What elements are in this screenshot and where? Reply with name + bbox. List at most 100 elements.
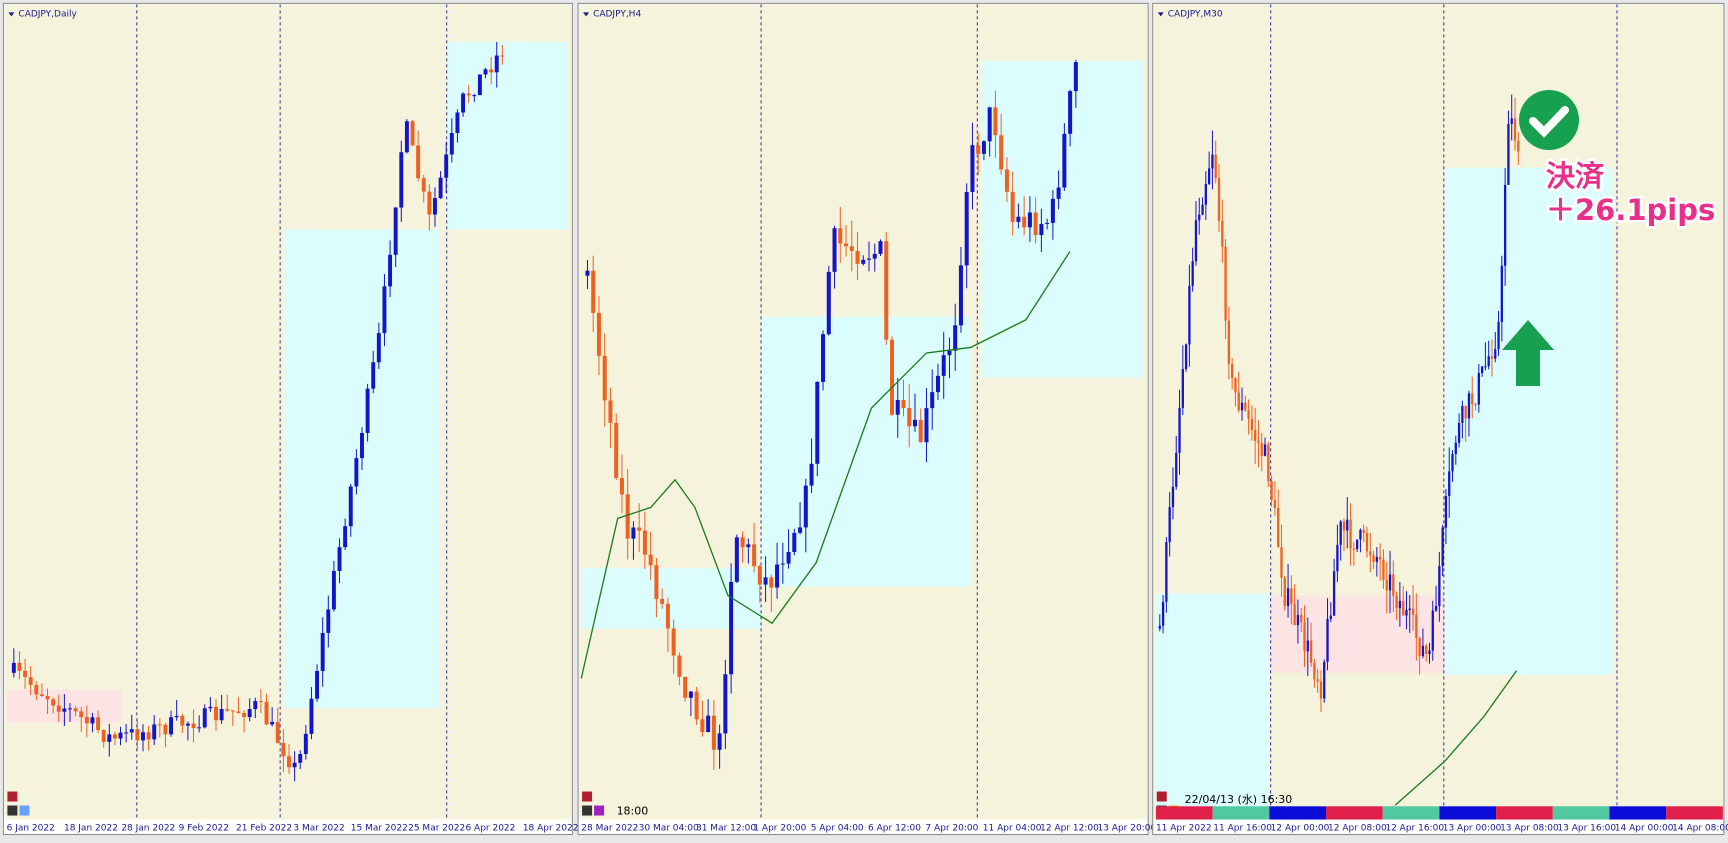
candle-body [1448,471,1451,496]
candle [792,528,797,556]
candle-body [1022,216,1027,228]
candle-body [354,458,359,487]
x-axis-label: 31 Mar 12:00 [696,824,756,834]
candle [1339,519,1342,561]
x-axis-label: 6 Jan 2022 [7,824,55,834]
candle [815,381,820,477]
candle-body [1267,444,1270,482]
candle-body [1260,442,1263,456]
candle [1068,89,1073,147]
candle-body [792,532,797,553]
candle [1503,168,1507,286]
candle [1441,524,1444,577]
candle-body [202,708,207,728]
candle-body [1411,608,1415,615]
candle-body [665,603,670,629]
candle [1405,591,1408,630]
candle [315,664,320,702]
candle [591,255,596,332]
candle [671,619,676,674]
candle [1454,435,1457,465]
candle [96,710,101,734]
candle [118,726,123,746]
candle [365,383,370,442]
session-bar [1269,806,1327,820]
candle-body [1178,407,1181,453]
candle [1365,526,1369,558]
candle [1045,218,1050,230]
candle-body [838,228,843,244]
candle-body [421,178,426,192]
candle-body [1270,481,1273,500]
candle [976,132,981,175]
corner-icon [582,805,593,816]
candle [1507,110,1510,185]
candle [1497,310,1500,356]
candle [1188,264,1191,367]
candle [1392,560,1395,612]
candle [855,232,860,280]
candle [889,336,895,417]
candle-body [1467,393,1471,419]
candle [157,718,162,738]
candle-body [953,325,958,351]
candle [740,531,745,563]
candle [1398,581,1402,627]
candle-body [1471,393,1474,405]
x-axis-label: 18 Apr 2022 [523,824,579,834]
x-axis-label: 6 Apr 2022 [465,824,515,834]
candle-body [292,762,297,768]
candle [901,379,906,417]
candle [214,699,218,732]
candle [1464,405,1467,442]
candle [427,184,432,231]
candle-body [331,571,336,610]
candle-body [976,145,981,154]
candle-body [1513,118,1517,141]
candle [449,118,454,163]
candle [1369,532,1372,573]
candle [382,274,387,347]
candle [1290,575,1293,625]
candle [1010,171,1015,236]
candle [1490,339,1494,377]
candle-body [1461,406,1464,423]
candle-body [1375,556,1379,562]
candle [230,710,235,726]
x-axis-label: 11 Apr 16:00 [1213,824,1272,834]
candle-body [1503,184,1507,266]
candle [438,171,443,200]
candle [73,705,78,717]
candle-body [844,243,849,247]
x-axis-label: 12 Apr 12:00 [1040,824,1099,834]
candle [1267,441,1270,487]
x-axis-label: 28 Mar 2022 [581,824,638,834]
candle-body [1415,614,1418,638]
candle-body [1171,486,1175,508]
candle-body [404,121,409,153]
candle-body [185,723,190,726]
check-mark [1529,106,1569,138]
candle-body [376,333,381,363]
candle [331,560,336,612]
candle [1165,537,1168,613]
candle [935,363,940,401]
candle [1184,343,1188,372]
candle [1517,131,1520,165]
candle-body [889,339,895,415]
candle [1382,549,1385,589]
candle-body [1349,519,1352,549]
candle-body [39,694,44,696]
moving-average [580,251,1071,679]
candle [786,529,791,569]
candle-body [1365,532,1369,552]
candle-body [642,530,647,555]
candle [107,723,112,757]
candle [1474,402,1477,411]
candle [477,74,482,96]
candle-body [1214,154,1217,178]
candle-body [981,141,986,154]
candle [987,106,992,157]
candle-body [1444,495,1448,528]
candle-body [671,628,676,656]
